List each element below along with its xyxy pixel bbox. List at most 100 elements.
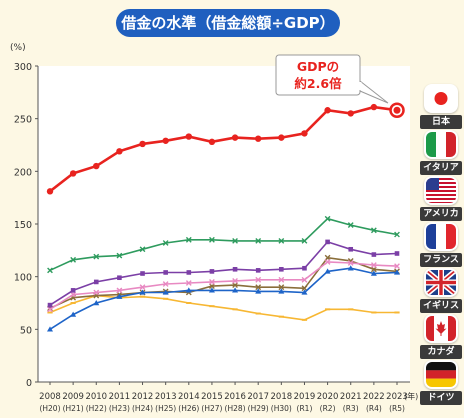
data-point [255, 135, 262, 142]
y-tick-label: 100 [14, 273, 32, 284]
x-tick-label: 2008 [39, 392, 61, 402]
x-tick-label: 2022 [363, 392, 385, 402]
x-tick-label: 2013 [155, 392, 177, 402]
data-point [279, 266, 284, 272]
data-point [370, 262, 377, 268]
data-point [301, 276, 308, 283]
data-point [93, 289, 100, 296]
legend-item-uk: イギリス [420, 270, 462, 316]
x-tick-label: 2014 [178, 392, 200, 402]
data-point [370, 103, 378, 111]
japan-flag-icon [426, 86, 456, 111]
legend-label: アメリカ [420, 207, 462, 221]
data-point [185, 280, 192, 286]
x-tick-label: 2021 [340, 392, 362, 402]
data-point [232, 266, 238, 272]
data-point [209, 236, 215, 243]
x-tick-label: 2009 [62, 392, 84, 402]
data-point [116, 287, 123, 294]
data-point [70, 311, 77, 317]
data-point [69, 170, 77, 177]
x-tick-label: 2012 [132, 392, 154, 402]
x-tick-sublabel: (H22) [86, 404, 107, 413]
data-point [394, 269, 400, 275]
x-tick-sublabel: (H20) [39, 404, 60, 413]
data-point [324, 259, 331, 265]
legend-item-usa: アメリカ [420, 178, 462, 224]
x-tick-sublabel: (R1) [297, 404, 313, 413]
series-line-0 [49, 105, 398, 193]
legend-item-japan: 日本 [420, 86, 462, 132]
legend-label: カナダ [420, 345, 462, 359]
data-point [46, 188, 54, 195]
data-point [185, 133, 192, 140]
data-point [116, 148, 123, 155]
callout-text: GDPの [297, 59, 339, 74]
x-tick-label: 2010 [85, 392, 107, 402]
data-point [116, 293, 123, 299]
x-tick-sublabel: (H28) [225, 404, 246, 413]
y-tick-label: 0 [26, 378, 32, 389]
y-tick-label: 200 [14, 167, 32, 178]
data-point [255, 288, 262, 294]
data-point [70, 288, 76, 293]
data-point [70, 256, 77, 263]
legend-item-germany: ドイツ [420, 362, 462, 408]
data-point [301, 130, 308, 137]
x-tick-label: 2018 [271, 392, 293, 402]
legend-item-italy: イタリア [420, 132, 462, 178]
series-line-4 [49, 267, 398, 330]
data-point [231, 134, 239, 141]
canada-flag-icon [426, 316, 456, 341]
data-point [278, 134, 285, 141]
callout-box [275, 54, 361, 96]
x-tick-sublabel: (H24) [132, 404, 153, 413]
chart-title: 借金の水準（借金総額÷GDP） [116, 9, 340, 37]
data-point [255, 284, 262, 291]
data-point [347, 110, 354, 117]
data-point [347, 222, 354, 228]
data-point [394, 231, 400, 238]
data-point [232, 277, 238, 284]
uk-flag-icon [426, 270, 456, 295]
data-point [209, 279, 215, 285]
data-point [301, 285, 308, 292]
data-point [255, 268, 261, 273]
data-point [255, 276, 262, 283]
y-tick-label: 50 [20, 325, 32, 336]
data-point [324, 268, 331, 274]
data-point [93, 162, 100, 170]
data-point [93, 279, 99, 285]
data-point [162, 281, 169, 287]
data-point [47, 302, 53, 308]
italy-flag-icon [426, 132, 456, 157]
data-point [47, 326, 53, 332]
data-point [370, 227, 377, 234]
x-tick-label: 2019 [294, 392, 316, 402]
data-point [347, 260, 354, 266]
data-point [93, 253, 100, 260]
data-point [139, 140, 146, 148]
series-line-5 [49, 256, 398, 310]
data-point [140, 271, 145, 276]
series-line-2 [49, 240, 398, 306]
usa-flag-icon [426, 178, 456, 203]
x-tick-sublabel: (R5) [389, 404, 405, 413]
data-point [302, 265, 307, 271]
data-point [324, 254, 331, 261]
data-point [301, 289, 308, 295]
data-point [47, 267, 53, 274]
data-point [232, 287, 239, 293]
data-point [162, 137, 169, 144]
data-point [370, 270, 377, 276]
data-point [348, 246, 354, 252]
data-point [47, 306, 53, 313]
legend-item-france: フランス [420, 224, 462, 270]
france-flag-icon [426, 224, 456, 249]
x-tick-sublabel: (R3) [343, 404, 359, 413]
axes: 050100150200250300(%)2008(H20)2009(H21)2… [10, 43, 418, 413]
data-point [278, 288, 285, 294]
legend-label: イタリア [420, 161, 462, 175]
